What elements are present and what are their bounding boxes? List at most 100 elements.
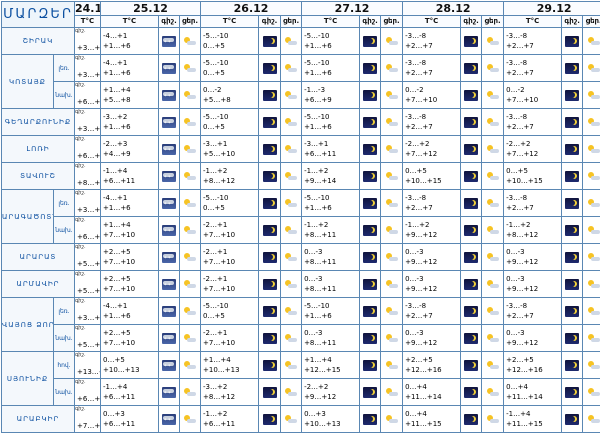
night-weather-cell [159,190,180,217]
day-temp: +1…+6 [302,41,359,51]
region-label: ԱՐՄԱՎԻՐ [2,271,75,298]
temp-cell: -3…-8+2…+7 [504,190,562,217]
night-weather-cell [360,109,381,136]
day-night-label: գիշ. [75,406,100,413]
day-weather-cell [281,217,302,244]
day-temp: +7…+10 [101,284,158,294]
night-snow-icon [162,36,176,47]
night-snow-icon [162,117,176,128]
day-sun-cloud-icon [486,279,500,290]
day-weather-cell [583,352,600,379]
night-temp: 0…+5 [403,166,460,176]
temp-cell: -3…+2+1…+6 [101,109,159,136]
night-weather-cell [259,190,281,217]
day-temp: 0…+5 [201,41,258,51]
night-temp: -2…+1 [201,328,258,338]
night-weather-cell [159,82,180,109]
day-temp: +2…+7 [504,68,561,78]
day-temp: +9…+12 [504,284,561,294]
day-weather-cell [482,163,504,190]
night-weather-cell [360,271,381,298]
temp-cell: +1…+4+12…+15 [302,352,360,379]
night-moon-icon [263,225,277,236]
day-weather-cell [583,298,600,325]
night-temp: -5…-10 [302,31,359,41]
night-temp: -4…+1 [101,31,158,41]
night-temp: -3…-8 [504,112,561,122]
night-weather-cell [360,82,381,109]
night-temp: 0…+5 [101,355,158,365]
night-moon-icon [263,306,277,317]
night-temp: -5…-10 [302,301,359,311]
night-moon-icon [464,225,478,236]
night-temp: +1…+4 [302,355,359,365]
day-weather-cell [583,136,600,163]
night-weather-cell [562,406,583,433]
day-night-label: գիշ. [75,244,100,251]
day-sun-cloud-icon [183,198,197,209]
row-shirak: ՇԻՐԱԿգիշ.+3…+8-4…+1+1…+6-5…-100…+5-5…-10… [2,28,600,55]
night-weather-cell [259,325,281,352]
day-weather-cell [583,55,600,82]
night-weather-cell [259,298,281,325]
day-temp: +2…+7 [403,122,460,132]
night-weather-cell [461,163,482,190]
temp-cell: +2…+5+12…+16 [403,352,461,379]
day-temp: +1…+6 [101,311,158,321]
day-temp: +10…+15 [403,176,460,186]
day-sun-cloud-icon [183,306,197,317]
temp-cell: 0…+4+11…+15 [403,406,461,433]
region-sublabel: լեռ. [54,298,75,325]
day-temp: +2…+7 [504,41,561,51]
day-sun-cloud-icon [284,333,298,344]
night-weather-cell [259,217,281,244]
day-temp: +7…+10 [403,95,460,105]
row-ararat: ԱՐԱՐԱՏգիշ.+5…+9+2…+5+7…+10-2…+1+7…+100…-… [2,244,600,271]
day-night-label: գիշ. [75,190,100,197]
day-night-label: գիշ. [75,55,100,62]
temp-cell: -3…+2+8…+12 [201,379,259,406]
day-weather-cell [281,406,302,433]
night-moon-icon [263,387,277,398]
night-weather-cell [461,271,482,298]
night-temp: 0…-3 [302,247,359,257]
temp-cell: 0…-2+7…+10 [403,82,461,109]
temp-value: +13…+17 [75,368,101,376]
night-temp: -3…-8 [403,112,460,122]
night-temp: +1…+4 [201,355,258,365]
day-weather-cell [180,406,201,433]
day-weather-cell [482,109,504,136]
temp-value: +6…+11 [75,98,101,106]
day-weather-cell [583,244,600,271]
temp-cell: +1…+4+7…+10 [101,217,159,244]
day-sun-cloud-icon [183,90,197,101]
day-temp: +9…+12 [403,257,460,267]
region-label: ՍՅՈՒՆԻՔ [2,352,54,406]
day-sun-cloud-icon [183,225,197,236]
night-weather-cell [461,28,482,55]
col-temp: T°C [504,16,562,28]
day-weather-cell [381,325,403,352]
day-temp: +7…+10 [101,338,158,348]
night-temp: -5…-10 [302,193,359,203]
day-sun-cloud-icon [385,171,399,182]
day-sun-cloud-icon [385,225,399,236]
day-temp: +2…+7 [504,311,561,321]
day-weather-cell [381,379,403,406]
temp-cell-24: գիշ.+5…+9 [75,244,101,271]
day-weather-cell [180,136,201,163]
night-temp: 0…-3 [504,274,561,284]
temp-cell: -4…+1+1…+6 [101,190,159,217]
night-weather-cell [461,136,482,163]
night-weather-cell [259,163,281,190]
temp-cell-24: գիշ.+7…+12 [75,406,101,433]
night-temp: +2…+5 [101,247,158,257]
temp-cell: -3…+1+5…+10 [201,136,259,163]
day-temp: +9…+12 [403,284,460,294]
day-sun-cloud-icon [486,171,500,182]
temp-cell: -1…+4+6…+11 [101,163,159,190]
night-moon-icon [464,117,478,128]
date-24: 24.12 [75,2,101,16]
day-temp: 0…+5 [201,122,258,132]
